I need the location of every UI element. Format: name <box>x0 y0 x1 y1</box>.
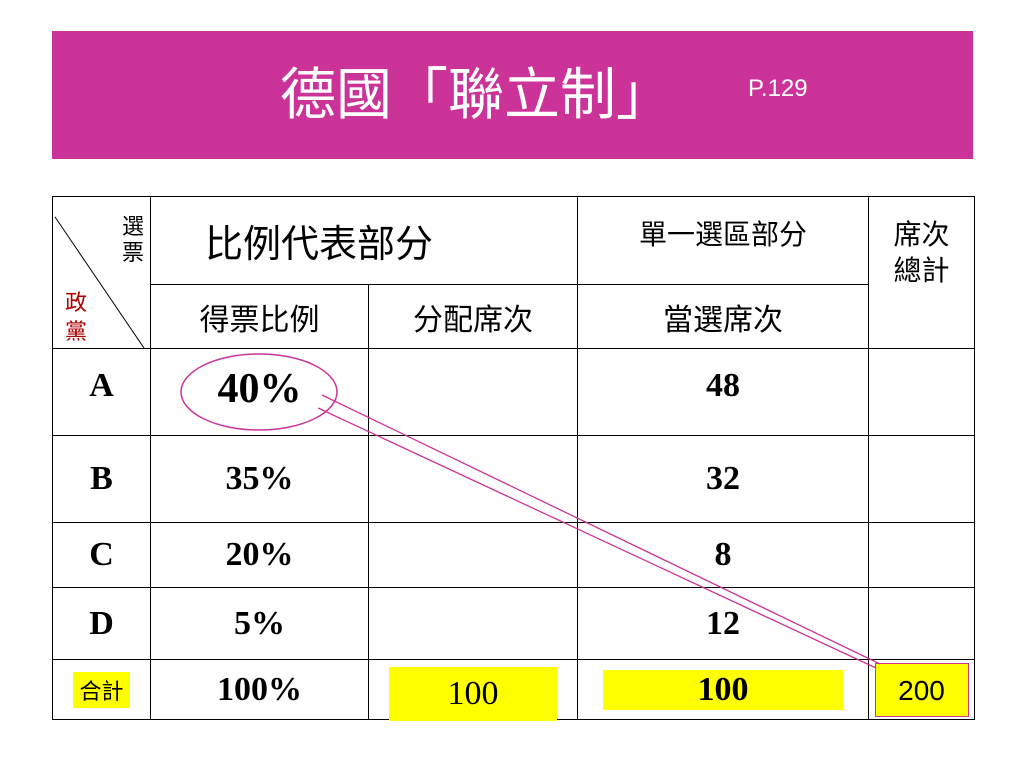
sum-label: 合計 <box>73 671 130 708</box>
sum-allocated-value: 100 <box>389 667 557 721</box>
allocated-seats-cell <box>367 522 579 588</box>
won-seats-cell: 32 <box>577 435 870 523</box>
title-banner: 德國「聯立制」 P.129 <box>52 31 973 159</box>
vote-share-cell: 35% <box>150 435 369 523</box>
party-cell: A <box>52 348 151 436</box>
vote-share-cell: 20% <box>150 522 369 588</box>
sum-won-value: 100 <box>603 669 844 710</box>
sum-row: 合計 100% 100 100 200 <box>52 659 976 721</box>
table-row: B 35% 32 <box>52 435 976 523</box>
table-row: D 5% 12 <box>52 587 976 660</box>
total-seats-cell <box>868 435 976 523</box>
seat-allocation-table: 選 票 政 黨 比例代表部分 單一選區部分 席次 總計 得票比例 分配席次 當選… <box>52 196 976 721</box>
sum-label-cell: 合計 <box>52 659 151 720</box>
header-proportional: 比例代表部分 <box>149 196 579 285</box>
party-cell: D <box>52 587 151 660</box>
allocated-seats-cell <box>367 435 579 523</box>
won-seats-cell: 8 <box>577 522 870 588</box>
won-seats-cell: 48 <box>577 348 870 436</box>
sum-won-cell: 100 <box>577 659 870 720</box>
total-seats-cell <box>868 348 976 436</box>
slide-title: 德國「聯立制」 <box>280 63 672 128</box>
sum-total-cell: 200 <box>868 659 976 720</box>
subheader-won-seats: 當選席次 <box>577 284 870 349</box>
corner-diagonal <box>54 216 145 348</box>
page-reference: P.129 <box>748 75 808 102</box>
party-cell: B <box>52 435 151 523</box>
total-seats-cell <box>868 587 976 660</box>
corner-label-party: 政 黨 <box>65 291 88 345</box>
party-cell: C <box>52 522 151 588</box>
allocated-seats-cell <box>367 348 579 436</box>
corner-label-votes: 選 票 <box>121 215 144 266</box>
subheader-vote-share: 得票比例 <box>150 284 369 349</box>
sum-vote-share-cell: 100% <box>150 659 369 720</box>
sum-allocated-cell: 100 <box>367 659 579 721</box>
header-single-district: 單一選區部分 <box>577 196 870 285</box>
allocated-seats-cell <box>367 587 579 660</box>
vote-share-cell: 5% <box>150 587 369 660</box>
vote-share-cell: 40% <box>150 348 369 436</box>
sum-total-value: 200 <box>874 662 969 717</box>
won-seats-cell: 12 <box>577 587 870 660</box>
table-row: A 40% 48 <box>52 348 976 436</box>
subheader-allocated-seats: 分配席次 <box>367 284 579 349</box>
header-total-seats: 席次 總計 <box>868 196 976 349</box>
total-seats-cell <box>868 522 976 588</box>
table-row: C 20% 8 <box>52 522 976 588</box>
corner-header-cell: 選 票 政 黨 <box>52 196 151 349</box>
